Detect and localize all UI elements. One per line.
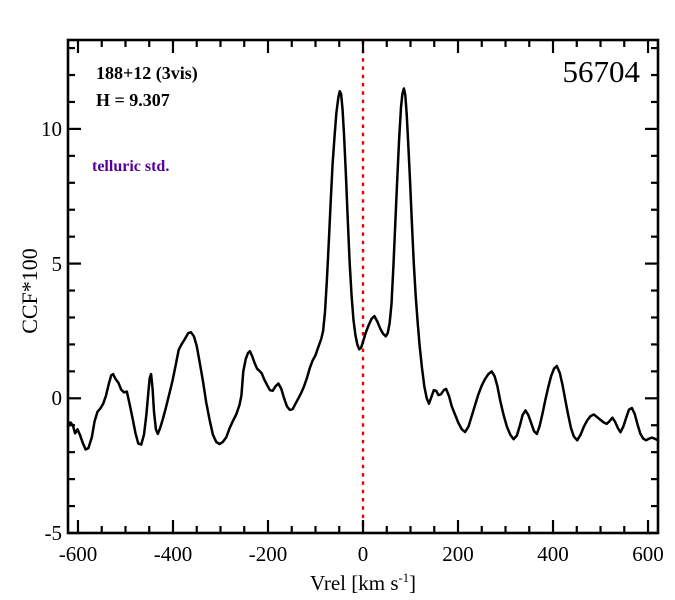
x-axis-title-text: Vrel [km s [309, 571, 399, 595]
epoch-label: 56704 [562, 54, 641, 89]
telluric-std-note: telluric std. [92, 158, 170, 175]
x-tick-label: 200 [442, 542, 474, 566]
y-axis-title: CCF*100 [17, 248, 42, 334]
x-axis-title-superscript: -1 [398, 571, 410, 585]
y-tick-label: 5 [51, 251, 63, 276]
y-tick-label: -5 [44, 521, 63, 545]
h-magnitude-label: H = 9.307 [96, 90, 170, 110]
y-tick-label: 0 [51, 386, 63, 411]
x-tick-label: 0 [357, 542, 369, 566]
x-tick-label: 400 [537, 542, 569, 566]
ccf-curve [66, 87, 660, 451]
x-axis-title: Vrel [km s-1] [310, 571, 416, 596]
x-tick-label: -200 [248, 542, 288, 566]
y-tick-label: 10 [41, 116, 62, 141]
x-axis-title-close-bracket: ] [409, 571, 417, 595]
x-tick-label: 600 [632, 542, 664, 566]
x-tick-label: -600 [58, 542, 98, 566]
x-tick-label: -400 [153, 542, 193, 566]
field-id-label: 188+12 (3vis) [96, 63, 198, 83]
